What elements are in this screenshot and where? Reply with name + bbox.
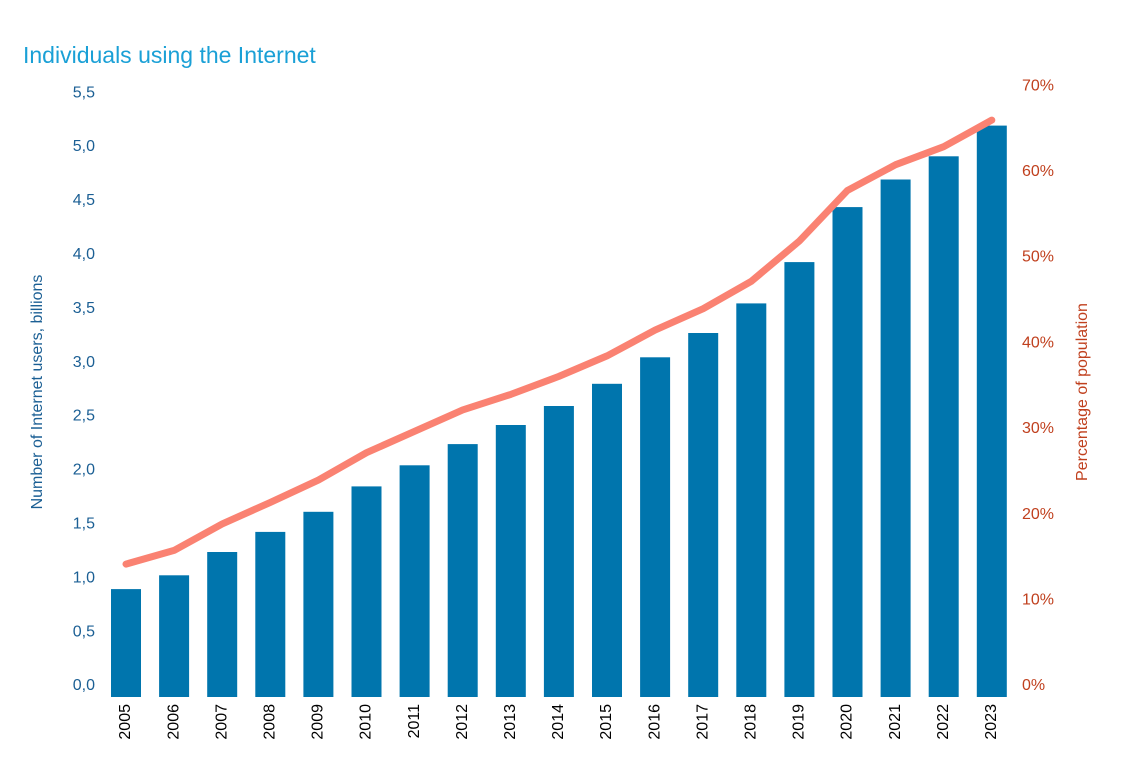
x-tick-label: 2020 [839, 704, 856, 740]
bar-2022 [928, 156, 959, 698]
y-right-tick-label: 50% [1022, 249, 1054, 266]
chart-title: Individuals using the Internet [23, 42, 316, 68]
y-left-tick-label: 2,0 [73, 462, 95, 479]
bar-2016 [640, 357, 671, 697]
y-left-tick-label: 4,0 [73, 246, 95, 263]
x-tick-label: 2014 [550, 704, 567, 740]
x-tick-label: 2023 [983, 704, 1000, 740]
y-right-tick-label: 0% [1022, 677, 1045, 694]
x-tick-label: 2022 [935, 704, 952, 740]
x-tick-label: 2018 [743, 704, 760, 740]
x-tick-label: 2008 [262, 704, 279, 740]
bar-2013 [495, 425, 526, 697]
bars-group [111, 125, 1007, 698]
x-tick-label: 2013 [502, 704, 519, 740]
bar-2012 [447, 444, 478, 697]
bar-2009 [303, 511, 334, 697]
y-right-tick-label: 30% [1022, 420, 1054, 437]
y-right-tick-label: 40% [1022, 334, 1054, 351]
x-tick-label: 2011 [406, 704, 423, 739]
line-layer [122, 116, 996, 568]
bar-2023 [976, 125, 1007, 698]
x-tick-label: 2010 [358, 704, 375, 740]
left-axis-ticks: 0,0 0,5 1,0 1,5 2,0 2,5 3,0 3,5 4,0 4,5 5,0 5,5 [73, 84, 95, 694]
bar-2014 [543, 406, 574, 697]
x-tick-label: 2009 [310, 704, 327, 740]
y-right-tick-label: 20% [1022, 506, 1054, 523]
bar-2011 [399, 465, 430, 697]
bar-2005 [111, 589, 141, 697]
bar-2007 [207, 552, 238, 697]
y-left-tick-label: 1,0 [73, 569, 95, 586]
x-tick-label: 2007 [213, 704, 230, 740]
y-left-tick-label: 3,0 [73, 354, 95, 371]
y-left-tick-label: 5,0 [73, 138, 95, 155]
y-left-tick-label: 0,5 [73, 623, 95, 640]
x-axis-ticks: 2005 2006 2007 2008 2009 2010 2011 2012 2013 2014… [117, 704, 1000, 740]
bar-2018 [736, 303, 767, 697]
x-tick-label: 2019 [791, 704, 808, 740]
y-left-tick-label: 4,5 [73, 192, 95, 209]
bar-2006 [159, 575, 190, 697]
y-left-tick-label: 3,5 [73, 300, 95, 317]
x-tick-label: 2016 [646, 704, 663, 740]
bar-2017 [688, 333, 719, 697]
x-tick-label: 2006 [165, 704, 182, 740]
y-axis-left-label: Number of Internet users, billions [29, 275, 46, 510]
x-tick-label: 2005 [117, 704, 134, 740]
y-left-tick-label: 2,5 [73, 408, 95, 425]
y-right-tick-label: 60% [1022, 163, 1054, 180]
y-right-tick-label: 10% [1022, 592, 1054, 609]
y-left-tick-label: 5,5 [73, 84, 95, 101]
bar-2008 [255, 531, 286, 697]
x-tick-label: 2017 [694, 704, 711, 740]
x-tick-label: 2021 [887, 704, 904, 740]
x-tick-label: 2015 [598, 704, 615, 740]
right-axis-ticks: 0% 10% 20% 30% 40% 50% 60% 70% [1022, 77, 1054, 694]
x-tick-label: 2012 [454, 704, 471, 740]
y-left-tick-label: 1,5 [73, 516, 95, 533]
bar-2019 [784, 262, 815, 697]
bar-2010 [351, 486, 382, 697]
bar-2020 [832, 207, 863, 697]
y-right-tick-label: 70% [1022, 77, 1054, 94]
bar-2021 [880, 179, 911, 697]
bar-2015 [592, 383, 622, 697]
percentage-line [122, 116, 996, 568]
y-left-tick-label: 0,0 [73, 677, 95, 694]
y-axis-right-label: Percentage of population [1074, 303, 1091, 481]
